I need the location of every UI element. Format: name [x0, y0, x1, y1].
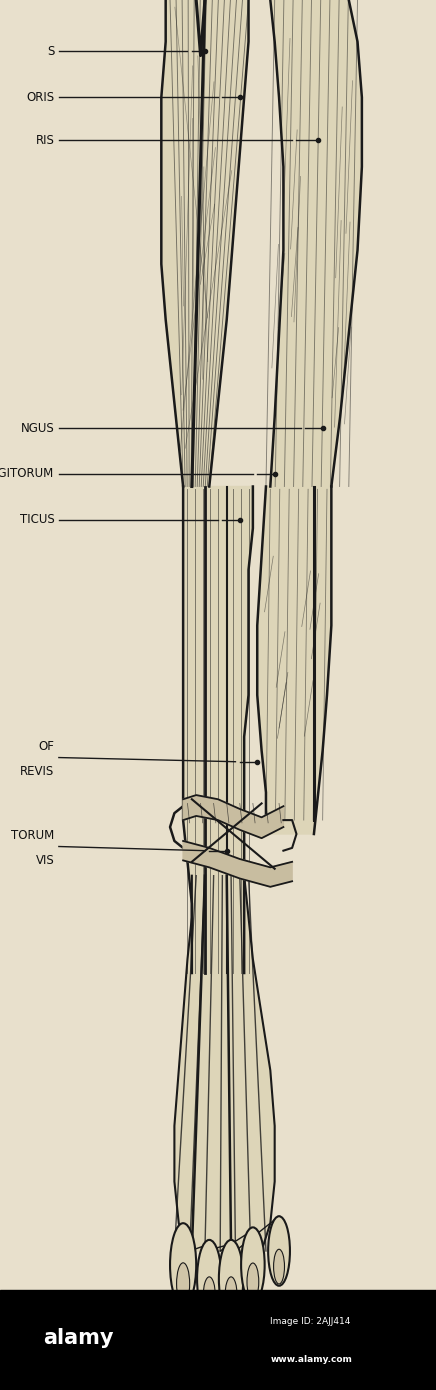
Text: www.alamy.com: www.alamy.com: [270, 1355, 352, 1365]
Circle shape: [203, 1277, 215, 1316]
Bar: [0, 1290, 436, 1390]
Polygon shape: [270, 0, 362, 486]
Polygon shape: [161, 0, 249, 486]
Text: OF: OF: [39, 739, 54, 753]
Text: RIS: RIS: [36, 133, 54, 147]
Text: VIS: VIS: [36, 853, 54, 867]
Text: TICUS: TICUS: [20, 513, 54, 527]
Circle shape: [219, 1240, 243, 1318]
Text: REVIS: REVIS: [20, 765, 54, 778]
Circle shape: [197, 1240, 221, 1318]
Text: Image ID: 2AJJ414: Image ID: 2AJJ414: [270, 1318, 351, 1326]
Text: alamy: alamy: [44, 1327, 114, 1348]
Text: DIGITORUM: DIGITORUM: [0, 467, 54, 481]
Polygon shape: [174, 876, 275, 1251]
Text: NGUS: NGUS: [21, 421, 54, 435]
Circle shape: [177, 1262, 190, 1304]
Text: TORUM: TORUM: [11, 828, 54, 842]
Polygon shape: [183, 841, 292, 887]
Circle shape: [274, 1250, 284, 1284]
Circle shape: [247, 1264, 259, 1301]
Text: S: S: [47, 44, 54, 58]
Circle shape: [268, 1216, 290, 1286]
Circle shape: [225, 1277, 237, 1316]
Polygon shape: [183, 486, 253, 973]
Text: ORIS: ORIS: [26, 90, 54, 104]
Circle shape: [170, 1223, 196, 1307]
Polygon shape: [183, 795, 283, 838]
Circle shape: [241, 1227, 265, 1302]
Polygon shape: [257, 486, 331, 834]
